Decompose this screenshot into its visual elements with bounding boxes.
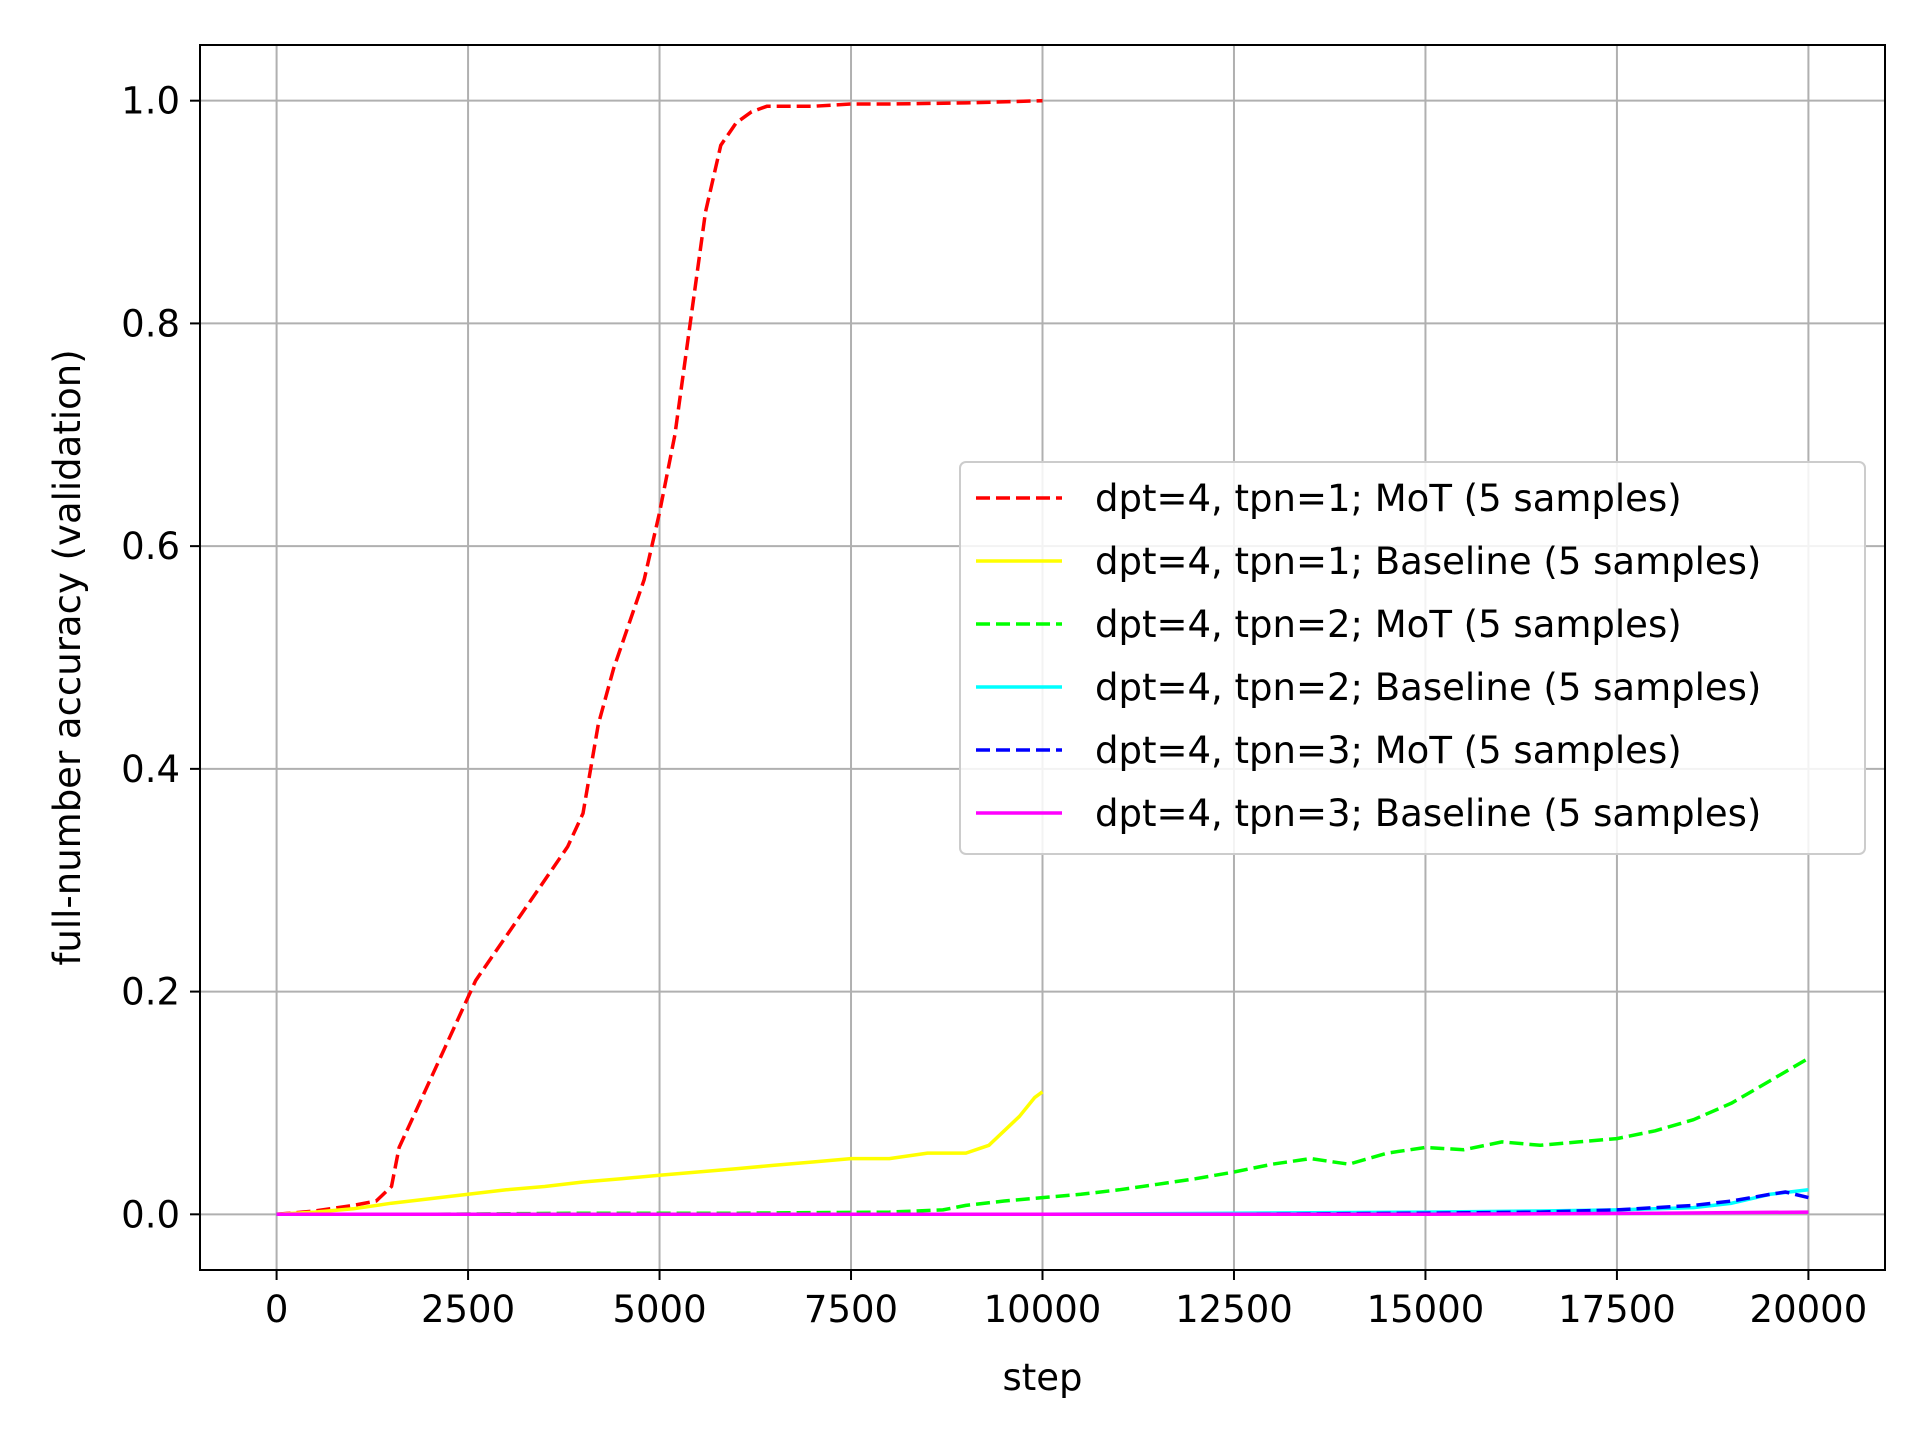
y-tick-label: 1.0: [121, 80, 180, 123]
y-tick-label: 0.6: [121, 525, 180, 568]
legend-label: dpt=4, tpn=2; MoT (5 samples): [1095, 603, 1682, 646]
legend: dpt=4, tpn=1; MoT (5 samples) dpt=4, tpn=…: [959, 461, 1866, 855]
y-tick-label: 0.8: [121, 302, 180, 345]
x-tick-label: 12500: [1175, 1288, 1293, 1331]
series-line-6: [276, 1210, 1809, 1217]
x-tick-label: 2500: [421, 1288, 515, 1331]
legend-label: dpt=4, tpn=2; Baseline (5 samples): [1095, 666, 1761, 709]
legend-label: dpt=4, tpn=1; MoT (5 samples): [1095, 477, 1682, 520]
x-tick-label: 5000: [612, 1288, 706, 1331]
x-tick-label: 17500: [1558, 1288, 1676, 1331]
legend-label: dpt=4, tpn=1; Baseline (5 samples): [1095, 540, 1761, 583]
x-tick-label: 15000: [1367, 1288, 1485, 1331]
series-line-2: [276, 1090, 1044, 1217]
x-tick-label: 20000: [1750, 1288, 1868, 1331]
x-tick-label: 7500: [804, 1288, 898, 1331]
series-line-3: [276, 1056, 1810, 1217]
y-tick-label: 0.4: [121, 748, 180, 791]
y-axis-label: full-number accuracy (validation): [46, 349, 89, 965]
series-line-1: [276, 98, 1043, 1217]
series-lines: [276, 98, 1810, 1217]
legend-label: dpt=4, tpn=3; MoT (5 samples): [1095, 729, 1682, 772]
legend-box: [959, 461, 1866, 855]
x-tick-label: 0: [265, 1288, 289, 1331]
legend-label: dpt=4, tpn=3; Baseline (5 samples): [1095, 792, 1761, 835]
y-tick-label: 0.2: [121, 971, 180, 1014]
axis-ticks: 0 2500 5000 7500 10000 12500 15000 17500 20000 0.…: [121, 80, 1867, 1331]
x-axis-label: step: [1002, 1356, 1082, 1399]
y-tick-label: 0.0: [121, 1193, 180, 1236]
x-tick-label: 10000: [984, 1288, 1102, 1331]
